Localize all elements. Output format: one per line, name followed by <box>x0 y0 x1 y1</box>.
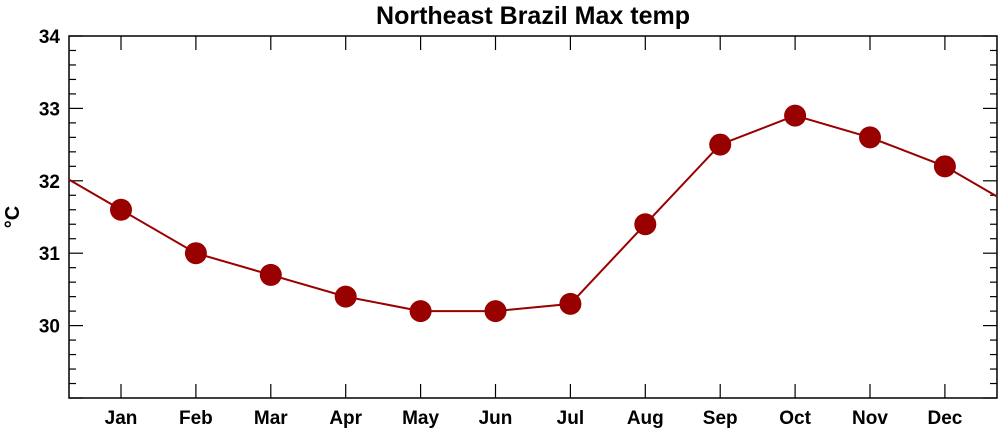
x-tick-label: Feb <box>179 408 213 429</box>
x-tick-label: Sep <box>703 408 738 429</box>
x-tick-label: Apr <box>329 408 362 429</box>
x-tick-label: Aug <box>627 408 664 429</box>
series-line <box>68 114 998 313</box>
plot-frame <box>68 35 998 399</box>
y-axis-label: °C <box>2 206 24 228</box>
data-point-feb <box>184 242 207 265</box>
y-tick-label: 30 <box>39 317 60 338</box>
data-point-jul <box>559 292 582 315</box>
temperature-series <box>68 104 998 323</box>
x-tick-label: Jan <box>105 408 138 429</box>
x-tick-label: Mar <box>254 408 288 429</box>
x-tick-label: Oct <box>779 408 811 429</box>
y-tick-label: 32 <box>39 172 60 193</box>
x-tick-label: May <box>402 408 439 429</box>
data-point-dec <box>933 155 956 178</box>
y-tick-label: 31 <box>39 244 61 265</box>
x-tick-label: Nov <box>852 408 888 429</box>
x-tick-labels: Jan Feb Mar Apr May Jun Jul Aug Sep Oct Nov Dec <box>105 408 963 429</box>
data-point-aug <box>634 213 657 236</box>
data-point-mar <box>259 263 282 286</box>
data-point-sep <box>709 133 732 156</box>
data-point-may <box>409 300 432 323</box>
x-tick-label: Jun <box>479 408 513 429</box>
data-point-jun <box>484 300 507 323</box>
y-tick-label: 33 <box>39 99 60 120</box>
data-point-oct <box>784 104 807 127</box>
axis-ticks <box>69 35 997 399</box>
data-point-nov <box>859 126 881 149</box>
y-tick-label: 34 <box>39 27 61 48</box>
x-tick-label: Dec <box>927 408 962 429</box>
x-tick-label: Jul <box>557 408 584 429</box>
chart-title: Northeast Brazil Max temp <box>376 2 690 30</box>
y-tick-labels: 30 31 32 33 34 <box>39 27 61 338</box>
data-point-jan <box>110 198 132 221</box>
data-point-apr <box>334 285 357 308</box>
